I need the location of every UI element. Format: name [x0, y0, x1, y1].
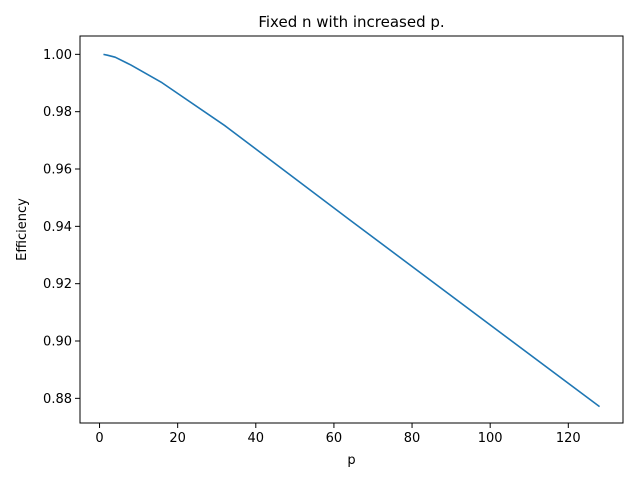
efficiency-line — [103, 53, 601, 408]
x-tick-label: 40 — [248, 431, 265, 446]
chart-title: Fixed n with increased p. — [258, 13, 444, 31]
x-tick-label: 80 — [404, 431, 421, 446]
y-tick-label: 0.94 — [43, 220, 72, 235]
y-tick-label: 1.00 — [43, 48, 72, 63]
x-axis-ticks: 0 20 40 60 80 100 120 — [95, 423, 581, 446]
y-axis-label: Efficiency — [15, 198, 30, 261]
y-tick-label: 0.96 — [43, 163, 72, 178]
plot-area — [80, 36, 623, 423]
x-tick-label: 100 — [478, 431, 503, 446]
y-tick-label: 0.98 — [43, 105, 72, 120]
y-axis-ticks: 0.88 0.90 0.92 0.94 0.96 0.98 1.00 — [43, 48, 80, 407]
x-tick-label: 0 — [95, 431, 103, 446]
y-tick-label: 0.92 — [43, 277, 72, 292]
y-tick-label: 0.88 — [43, 392, 72, 407]
plot-frame — [79, 35, 624, 424]
x-tick-label: 120 — [556, 431, 581, 446]
x-axis-label: p — [347, 453, 355, 468]
y-tick-label: 0.90 — [43, 335, 72, 350]
series-layer — [103, 53, 601, 408]
x-tick-label: 20 — [169, 431, 186, 446]
x-tick-label: 60 — [326, 431, 343, 446]
